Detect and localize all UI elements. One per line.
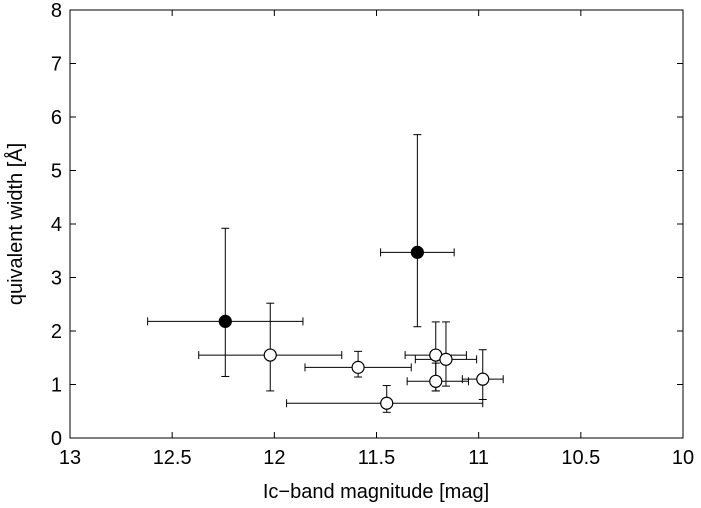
x-tick-label: 10 <box>672 447 694 469</box>
filled-data-point <box>410 245 424 259</box>
y-tick-labels: 0 1 2 3 4 5 6 7 8 <box>51 0 62 450</box>
x-tick-label: 11.5 <box>358 447 395 469</box>
y-tick-label: 5 <box>51 161 62 183</box>
y-tick-label: 1 <box>51 375 62 397</box>
y-tick-label: 3 <box>51 268 62 290</box>
y-tick-label: 2 <box>51 321 62 343</box>
x-tick-labels: 13 12.5 12 11.5 11 10.5 10 <box>59 447 694 469</box>
y-tick-label: 8 <box>51 0 62 22</box>
y-tick-label: 7 <box>51 54 62 76</box>
x-tick-label: 11 <box>468 447 489 469</box>
open-data-point <box>380 396 394 410</box>
x-tick-label: 12 <box>263 447 285 469</box>
x-tick-label: 10.5 <box>561 447 600 469</box>
open-data-point <box>476 372 490 386</box>
plot-area <box>69 9 684 439</box>
open-data-point <box>263 348 277 362</box>
y-tick-label: 4 <box>51 214 62 236</box>
open-data-point <box>351 360 365 374</box>
error-bars <box>147 134 504 413</box>
open-data-point <box>429 374 443 388</box>
data-markers <box>218 245 490 410</box>
x-tick-label: 13 <box>59 447 81 469</box>
x-axis-label: Ic−band magnitude [mag] <box>263 481 489 503</box>
x-tick-label: 12.5 <box>153 447 192 469</box>
y-axis-label: quivalent width [Å] <box>4 143 27 305</box>
y-tick-label: 0 <box>51 428 62 450</box>
axis-ticks <box>69 9 684 439</box>
open-data-point <box>439 352 453 366</box>
y-tick-label: 6 <box>51 107 62 129</box>
filled-data-point <box>218 314 232 328</box>
